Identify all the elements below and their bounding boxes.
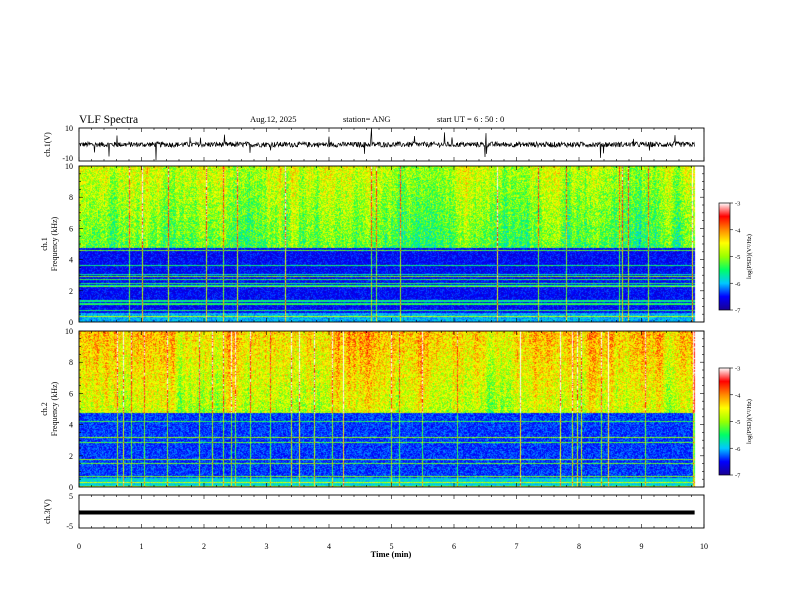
ch2-spectrogram-ylabel-channel: ch.2 [40,402,49,416]
figure-title: VLF Spectra [79,114,138,126]
time-axis-tick-label: 0 [77,542,81,551]
colorbar-tick-label: -7 [735,473,741,480]
station-label: station= ANG [343,114,391,124]
frequency-tick-label: 8 [69,193,73,202]
ch2-spectrogram-ylabel-frequency: Frequency (kHz) [50,381,59,436]
ch2-spectrogram-panel: 0 2 4 6 8 10 ch.2 Frequency (kHz) [40,327,705,492]
ch2-spectrogram-image [79,331,704,487]
ch2-colorbar-ticks: -3 -4 -5 -6 -7 [730,366,741,480]
time-axis-ticks [78,128,705,528]
colorbar-tick-label: -5 [735,254,740,261]
ch1-spectrogram-ylabel-frequency: Frequency (kHz) [50,216,59,271]
colorbar-tick-label: -4 [735,392,741,399]
frequency-tick-label: 10 [65,327,73,336]
ch1-spectrogram-ylabel-channel: ch.1 [40,237,49,251]
time-axis-tick-label: 3 [265,542,269,551]
colorbar-tick-label: -3 [735,366,740,373]
start-time-label: start UT = 6 : 50 : 0 [437,114,504,124]
ch1-waveform-ylabel: ch.1(V) [43,132,52,157]
frequency-tick-label: 2 [69,287,73,296]
ch3-waveform-ylabel: ch.3(V) [43,499,52,524]
frequency-tick-label: 2 [69,452,73,461]
ch3-ytick-top: 5 [69,492,73,501]
frequency-tick-label: 0 [69,318,73,327]
colorbar-tick-label: -6 [735,446,741,453]
time-axis-tick-label: 5 [390,542,394,551]
ch1-colorbar-ticks: -3 -4 -5 -6 -7 [730,201,741,315]
ch2-colorbar-gradient [718,367,731,476]
time-axis-tick-label: 8 [577,542,581,551]
time-axis-tick-label: 9 [640,542,644,551]
time-axis-tick-label: 10 [700,542,708,551]
ch1-spectrogram-panel: 0 2 4 6 8 10 ch.1 Frequency (kHz) [40,162,705,327]
colorbar-tick-label: -4 [735,227,741,234]
ch3-ytick-bottom: -5 [66,522,73,531]
time-axis-tick-labels: 0 1 2 3 4 5 6 7 8 9 10 [77,542,708,551]
ch2-spectrogram-yticks: 0 2 4 6 8 10 [65,327,704,492]
date-label: Aug.12, 2025 [250,114,297,124]
time-axis-tick-label: 1 [140,542,144,551]
ch1-colorbar: -3 -4 -5 -6 -7 log(PSD)(V²/Hz) [718,201,753,315]
colorbar-tick-label: -7 [735,308,741,315]
ch1-waveform-panel: 10 -10 ch.1(V) [43,124,705,163]
frequency-tick-label: 4 [69,421,73,430]
frequency-tick-label: 10 [65,162,73,171]
time-axis-tick-label: 2 [202,542,206,551]
time-axis-label: Time (min) [371,549,412,559]
colorbar-tick-label: -3 [735,201,740,208]
ch3-waveform-trace [79,510,695,515]
ch1-spectrogram-image [79,166,704,322]
time-axis-tick-label: 7 [515,542,519,551]
time-axis-tick-label: 6 [452,542,456,551]
colorbar-tick-label: -5 [735,419,740,426]
frequency-tick-label: 6 [69,389,73,398]
time-axis-tick-label: 4 [327,542,331,551]
frequency-tick-label: 4 [69,256,73,265]
ch1-spectrogram-yticks: 0 2 4 6 8 10 [65,162,704,327]
ch1-waveform-trace [78,127,695,161]
ch2-colorbar-label: log(PSD)(V²/Hz) [746,399,753,444]
ch1-ytick-top: 10 [65,124,73,133]
ch1-colorbar-gradient [718,202,731,311]
ch1-ytick-bottom: -10 [62,154,73,163]
frequency-tick-label: 6 [69,224,73,233]
ch1-colorbar-label: log(PSD)(V²/Hz) [746,234,753,279]
ch3-waveform-panel: 5 -5 ch.3(V) [43,492,705,531]
frequency-tick-label: 8 [69,358,73,367]
ch2-colorbar: -3 -4 -5 -6 -7 log(PSD)(V²/Hz) [718,366,753,480]
colorbar-tick-label: -6 [735,281,741,288]
frequency-tick-label: 0 [69,483,73,492]
